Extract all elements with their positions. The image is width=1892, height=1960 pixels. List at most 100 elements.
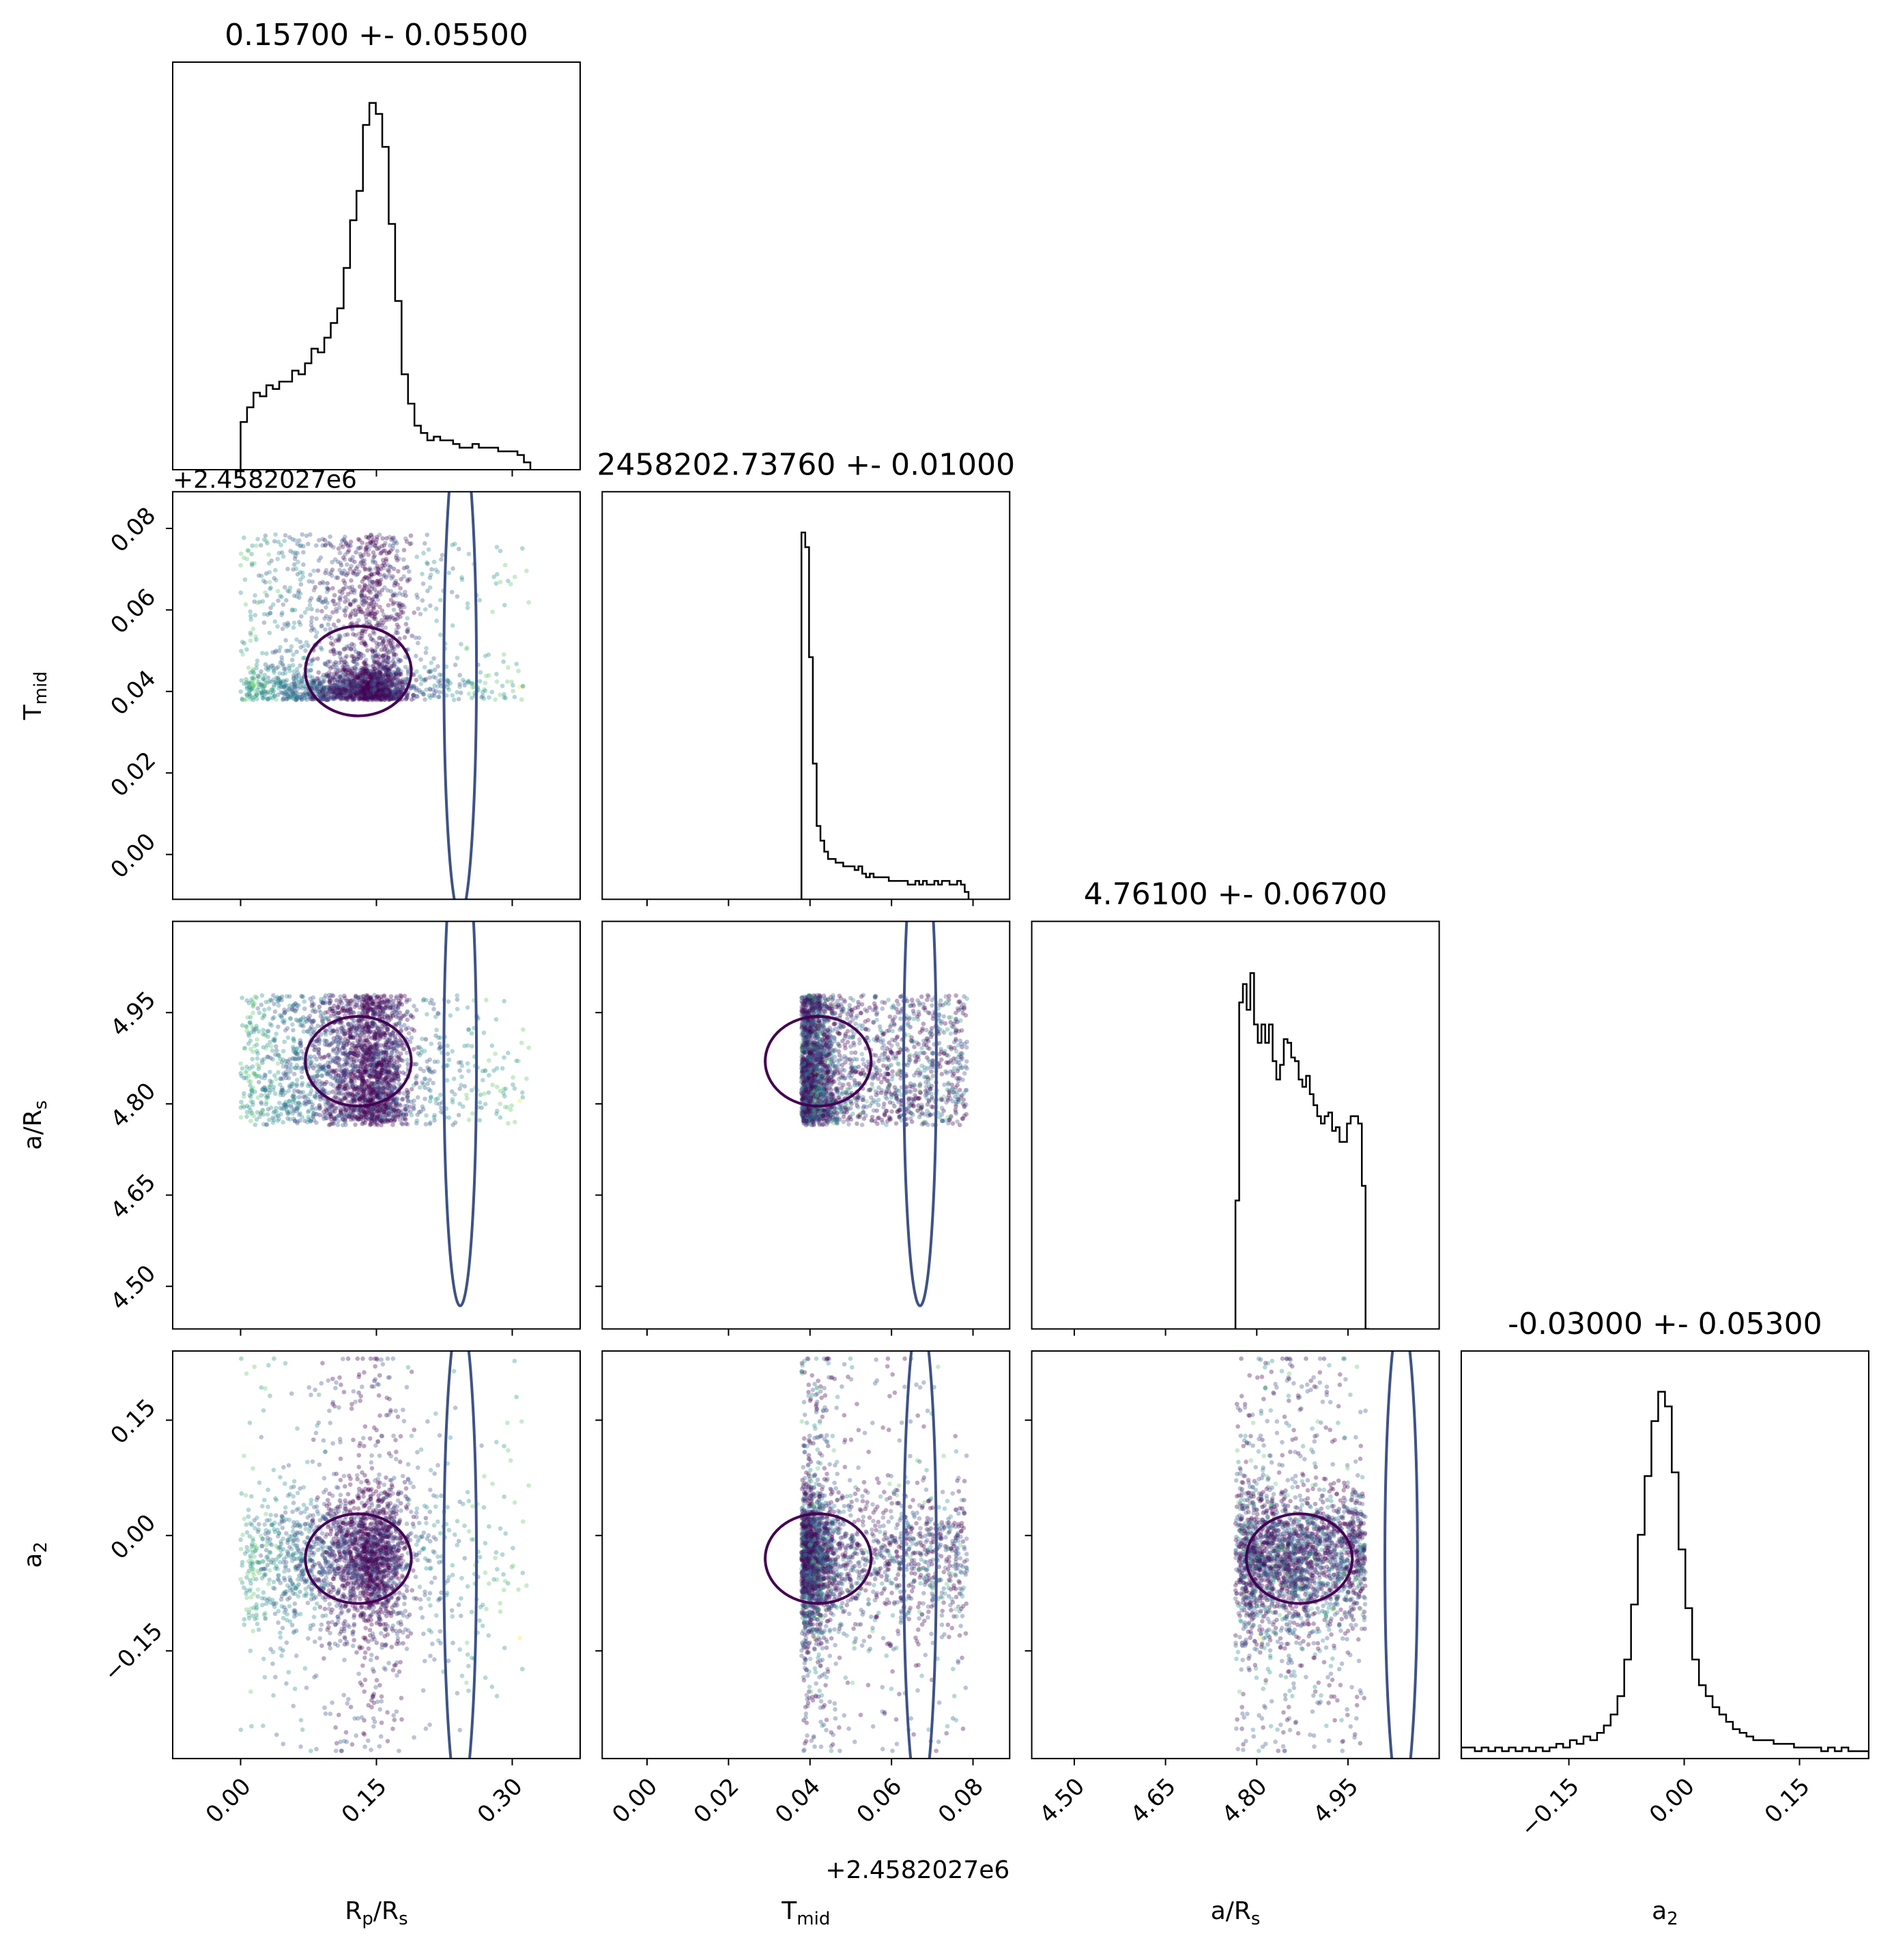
scatter-point — [414, 636, 418, 640]
scatter-point — [416, 1095, 420, 1100]
scatter-point — [494, 1017, 499, 1022]
scatter-point — [390, 646, 395, 651]
scatter-point — [248, 1083, 253, 1088]
scatter-point — [270, 998, 274, 1003]
scatter-point — [324, 568, 329, 573]
scatter-point — [343, 668, 347, 672]
scatter-point — [502, 603, 507, 608]
scatter-point — [446, 1116, 451, 1120]
scatter-point — [351, 1054, 356, 1059]
scatter-point — [405, 1017, 410, 1022]
scatter-point — [428, 687, 433, 692]
scatter-point — [251, 1070, 256, 1075]
scatter-point — [409, 1013, 414, 1018]
scatter-point — [382, 1110, 386, 1115]
scatter-point — [260, 651, 265, 655]
scatter-point — [466, 1027, 471, 1032]
scatter-point — [282, 1040, 287, 1045]
scatter-point — [345, 654, 349, 659]
scatter-point — [253, 634, 258, 639]
scatter-point — [403, 1072, 408, 1077]
scatter-point — [382, 574, 386, 579]
scatter-point — [425, 1081, 430, 1086]
scatter-point — [340, 539, 345, 543]
panel-title-tmid: 2458202.73760 +- 0.01000 — [597, 447, 1016, 482]
scatter-point — [495, 1066, 500, 1071]
scatter-point — [340, 697, 345, 702]
scatter-point — [293, 538, 298, 543]
scatter-point — [342, 1063, 347, 1068]
scatter-point — [364, 657, 369, 662]
scatter-point — [382, 1049, 387, 1054]
scatter-point — [369, 676, 374, 681]
scatter-point — [397, 671, 402, 676]
scatter-point — [418, 1085, 422, 1090]
scatter-point — [250, 563, 255, 568]
scatter-point — [347, 690, 352, 695]
scatter-point — [244, 692, 249, 697]
scatter-point — [459, 642, 463, 647]
scatter-point — [450, 1089, 455, 1094]
scatter-point — [347, 644, 352, 649]
scatter-point — [376, 547, 381, 552]
scatter-point — [315, 1074, 320, 1079]
scatter-point — [244, 1114, 249, 1119]
scatter-point — [429, 668, 433, 673]
scatter-point — [377, 662, 382, 667]
scatter-point — [370, 597, 375, 602]
scatter-point — [424, 651, 429, 655]
scatter-point — [491, 575, 496, 580]
scatter-point — [360, 1025, 365, 1029]
scatter-point — [403, 994, 407, 999]
scatter-point — [490, 1083, 495, 1088]
scatter-point — [371, 558, 375, 563]
scatter-point — [246, 1034, 251, 1038]
scatter-point — [343, 1096, 347, 1101]
scatter-point — [490, 610, 495, 614]
scatter-point — [506, 666, 511, 670]
scatter-point — [384, 1056, 388, 1061]
scatter-point — [495, 545, 500, 550]
scatter-point — [324, 1032, 328, 1037]
scatter-point — [519, 1040, 524, 1045]
scatter-point — [352, 591, 357, 595]
scatter-point — [478, 670, 483, 675]
scatter-point — [354, 567, 359, 571]
scatter-point — [438, 633, 443, 638]
scatter-point — [358, 584, 362, 589]
scatter-point — [355, 674, 360, 679]
scatter-point — [398, 586, 403, 591]
scatter-point — [286, 1036, 291, 1040]
scatter-point — [432, 1118, 437, 1123]
scatter-point — [424, 1113, 429, 1118]
scatter-point — [285, 994, 289, 999]
scatter-point — [274, 1045, 278, 1049]
scatter-point — [415, 1113, 420, 1118]
scatter-point — [336, 1055, 341, 1060]
scatter-point — [395, 612, 399, 617]
scatter-point — [402, 1023, 407, 1027]
scatter-point — [382, 543, 387, 548]
scatter-point — [367, 1040, 371, 1045]
scatter-point — [460, 1064, 465, 1068]
scatter-point — [394, 680, 399, 685]
scatter-point — [316, 677, 321, 681]
scatter-point — [409, 541, 414, 546]
scatter-point — [276, 1004, 281, 1008]
scatter-point — [375, 537, 379, 542]
scatter-point — [391, 696, 396, 701]
scatter-point — [484, 674, 489, 679]
scatter-point — [455, 690, 459, 695]
scatter-point — [487, 1058, 491, 1063]
scatter-point — [280, 691, 285, 696]
scatter-point — [382, 993, 387, 998]
scatter-point — [396, 569, 401, 573]
scatter-point — [351, 555, 356, 560]
panel-frame — [602, 492, 1009, 899]
scatter-point — [493, 697, 498, 702]
scatter-point — [410, 1036, 414, 1040]
scatter-point — [336, 1040, 341, 1045]
scatter-point — [381, 621, 386, 625]
scatter-point — [419, 682, 424, 687]
scatter-point — [319, 1074, 324, 1079]
